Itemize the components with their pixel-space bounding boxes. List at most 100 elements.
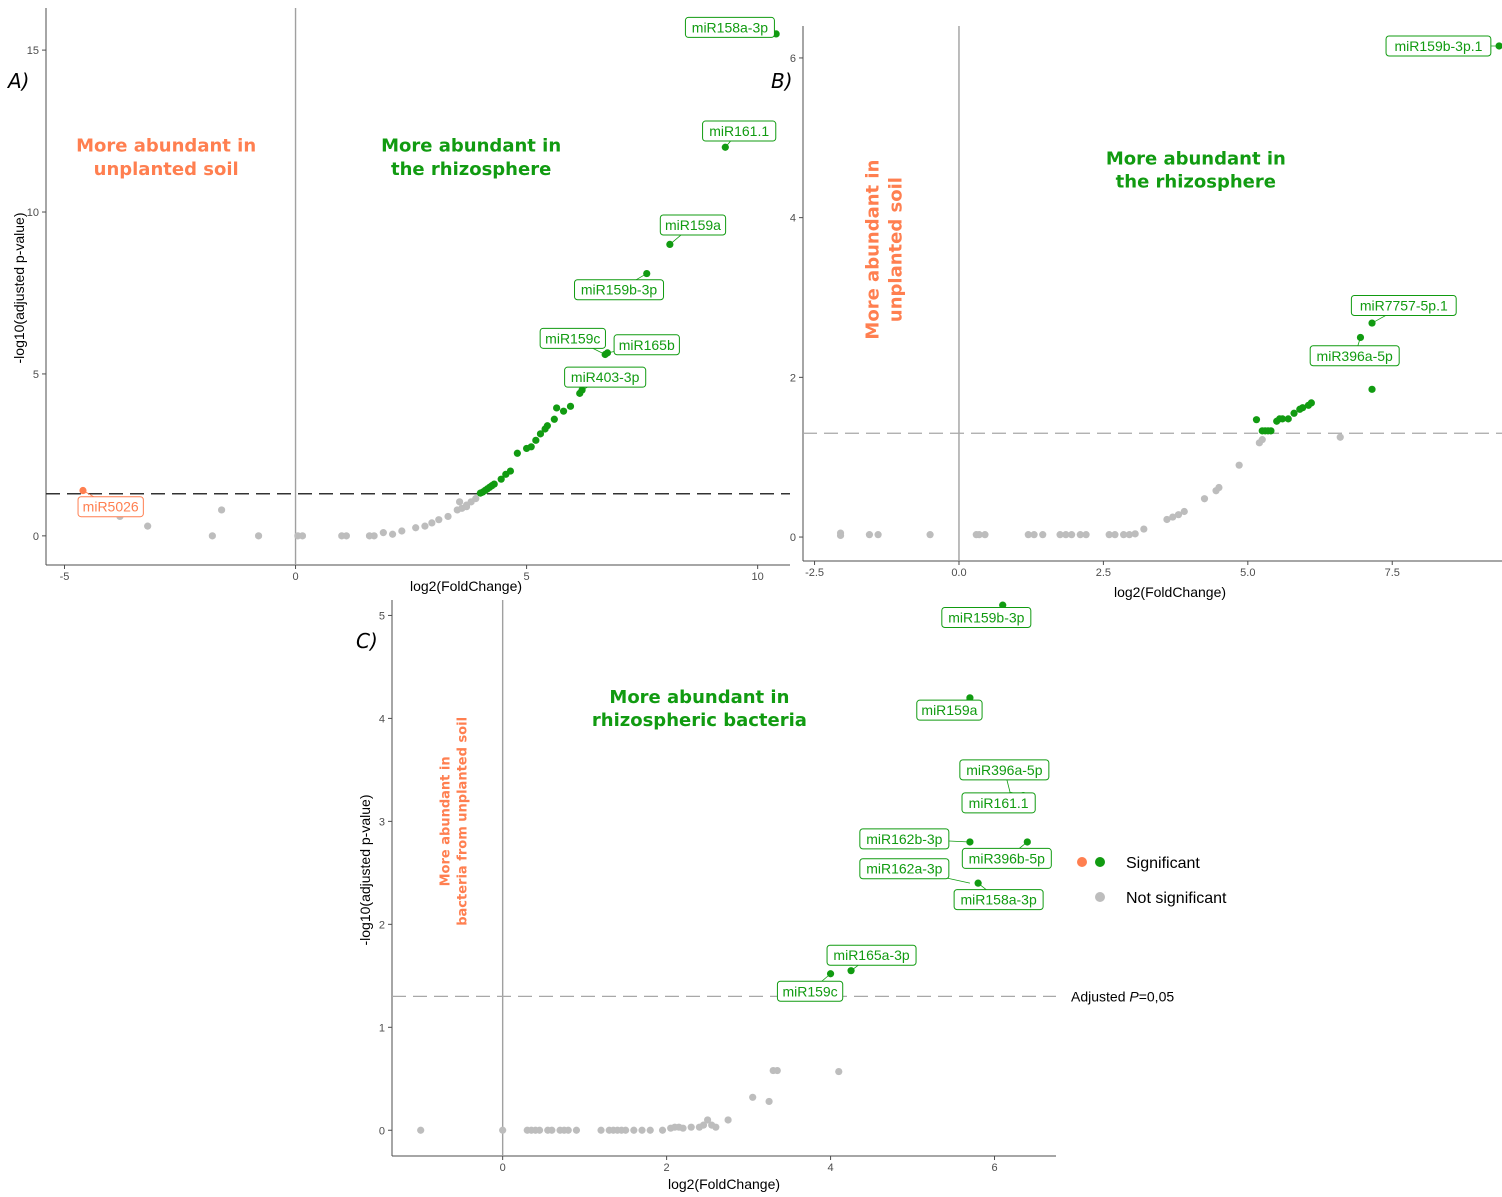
point-not-significant bbox=[704, 1116, 712, 1124]
point-not-significant bbox=[835, 1067, 843, 1076]
region-label-line: bacteria from unplanted soil bbox=[455, 717, 470, 926]
label-box bbox=[959, 759, 1050, 781]
point-not-significant bbox=[1039, 531, 1047, 539]
point-not-significant bbox=[975, 531, 983, 539]
point-significant bbox=[966, 838, 974, 846]
point-label: miR5026 bbox=[77, 490, 144, 518]
label-box bbox=[916, 699, 983, 721]
threshold-label-italic: P bbox=[1129, 988, 1139, 1004]
label-box bbox=[1350, 294, 1457, 316]
point-not-significant bbox=[417, 1126, 425, 1134]
y-tick-label: 5 bbox=[33, 369, 39, 381]
point-not-significant bbox=[874, 531, 882, 539]
label-box bbox=[564, 366, 647, 388]
point-not-significant bbox=[428, 519, 436, 527]
y-tick-label: 4 bbox=[379, 713, 385, 725]
point-significant bbox=[576, 389, 584, 397]
region-label-line: unplanted soil bbox=[886, 177, 907, 322]
point-not-significant bbox=[1105, 531, 1113, 539]
region-label-line: rhizospheric bacteria bbox=[592, 710, 807, 731]
x-axis-title: log2(FoldChange) bbox=[410, 578, 522, 594]
point-significant bbox=[1252, 416, 1261, 424]
x-tick-label: 7.5 bbox=[1385, 567, 1400, 579]
region-label-line: the rhizosphere bbox=[1116, 172, 1276, 193]
label-text: miR159b-3p bbox=[948, 610, 1024, 626]
point-not-significant bbox=[1180, 507, 1188, 516]
legend-significant-label: Significant bbox=[1126, 855, 1200, 872]
point-not-significant bbox=[1030, 531, 1038, 539]
point-not-significant bbox=[1235, 461, 1243, 469]
point-not-significant bbox=[658, 1126, 667, 1134]
point-not-significant bbox=[687, 1123, 695, 1131]
point-not-significant bbox=[208, 532, 216, 540]
point-label: miR396a-5p bbox=[959, 759, 1050, 796]
point-not-significant bbox=[462, 503, 471, 511]
label-box bbox=[613, 334, 680, 356]
point-significant bbox=[1296, 405, 1304, 413]
label-box bbox=[684, 16, 775, 38]
point-not-significant bbox=[144, 522, 152, 530]
region-label-line: More abundant in bbox=[381, 136, 561, 157]
label-box bbox=[941, 607, 1032, 629]
point-not-significant bbox=[622, 1126, 630, 1134]
region-label-line: More abundant in bbox=[609, 687, 789, 708]
panel-letter: C) bbox=[356, 629, 378, 653]
region-label-line: More abundant in bbox=[863, 160, 884, 340]
label-box bbox=[1309, 345, 1400, 367]
point-not-significant bbox=[773, 1066, 781, 1075]
label-box bbox=[539, 327, 606, 349]
point-label: miR162b-3p bbox=[859, 828, 970, 850]
point-not-significant bbox=[564, 1126, 572, 1134]
label-box bbox=[659, 214, 727, 236]
threshold-label-prefix: Adjusted bbox=[1071, 988, 1129, 1004]
point-label: miR396a-5p bbox=[1309, 337, 1400, 367]
point-significant bbox=[1284, 415, 1292, 423]
region-label-line: unplanted soil bbox=[94, 159, 239, 180]
label-text: miR162b-3p bbox=[866, 831, 942, 847]
region-label: More abundant in bacteria from unplanted … bbox=[439, 717, 471, 926]
region-label-line: the rhizosphere bbox=[391, 159, 551, 180]
point-not-significant bbox=[630, 1126, 638, 1134]
point-not-significant bbox=[1174, 511, 1183, 519]
point-not-significant bbox=[981, 531, 989, 539]
label-text: miR396a-5p bbox=[1317, 348, 1393, 364]
label-box bbox=[826, 944, 917, 966]
point-not-significant bbox=[342, 532, 350, 540]
label-text: miR165b bbox=[619, 337, 675, 353]
point-not-significant bbox=[1131, 530, 1139, 538]
y-tick-label: 0 bbox=[379, 1125, 385, 1137]
point-not-significant bbox=[699, 1121, 708, 1129]
point-not-significant bbox=[749, 1093, 757, 1101]
y-tick-label: 1 bbox=[379, 1022, 385, 1034]
point-significant bbox=[513, 449, 521, 457]
point-not-significant bbox=[1169, 513, 1177, 521]
label-box bbox=[953, 889, 1044, 911]
x-tick-label: 5.0 bbox=[1240, 567, 1255, 579]
panel-letter: A) bbox=[6, 69, 29, 93]
x-tick-label: -5 bbox=[60, 571, 70, 583]
point-not-significant bbox=[679, 1124, 687, 1132]
legend-not-significant-marker bbox=[1095, 892, 1105, 902]
point-not-significant bbox=[865, 531, 874, 539]
label-text: miR159a bbox=[921, 702, 977, 718]
point-not-significant bbox=[535, 1126, 544, 1134]
point-not-significant bbox=[1062, 531, 1070, 539]
point-significant bbox=[497, 475, 505, 483]
panel-c-volcano-plot: C) 0 2 4 6 0 1 2 3 4 5 log2(FoldChange) -log10(adjus… bbox=[356, 600, 1174, 1192]
label-box bbox=[702, 120, 777, 142]
point-not-significant bbox=[548, 1126, 556, 1134]
point-not-significant bbox=[412, 524, 420, 532]
point-not-significant bbox=[638, 1126, 646, 1134]
label-text: miR165a-3p bbox=[833, 947, 909, 963]
label-text: miR158a-3p bbox=[692, 19, 768, 35]
point-significant bbox=[1258, 427, 1266, 435]
point-label: miR7757-5p.1 bbox=[1350, 294, 1457, 324]
point-not-significant bbox=[435, 516, 443, 524]
x-tick-label: 0 bbox=[292, 571, 298, 583]
point-significant bbox=[1304, 401, 1313, 409]
point-not-significant bbox=[646, 1126, 654, 1134]
point-significant bbox=[541, 425, 549, 433]
label-box bbox=[859, 858, 950, 880]
point-not-significant bbox=[370, 532, 378, 540]
